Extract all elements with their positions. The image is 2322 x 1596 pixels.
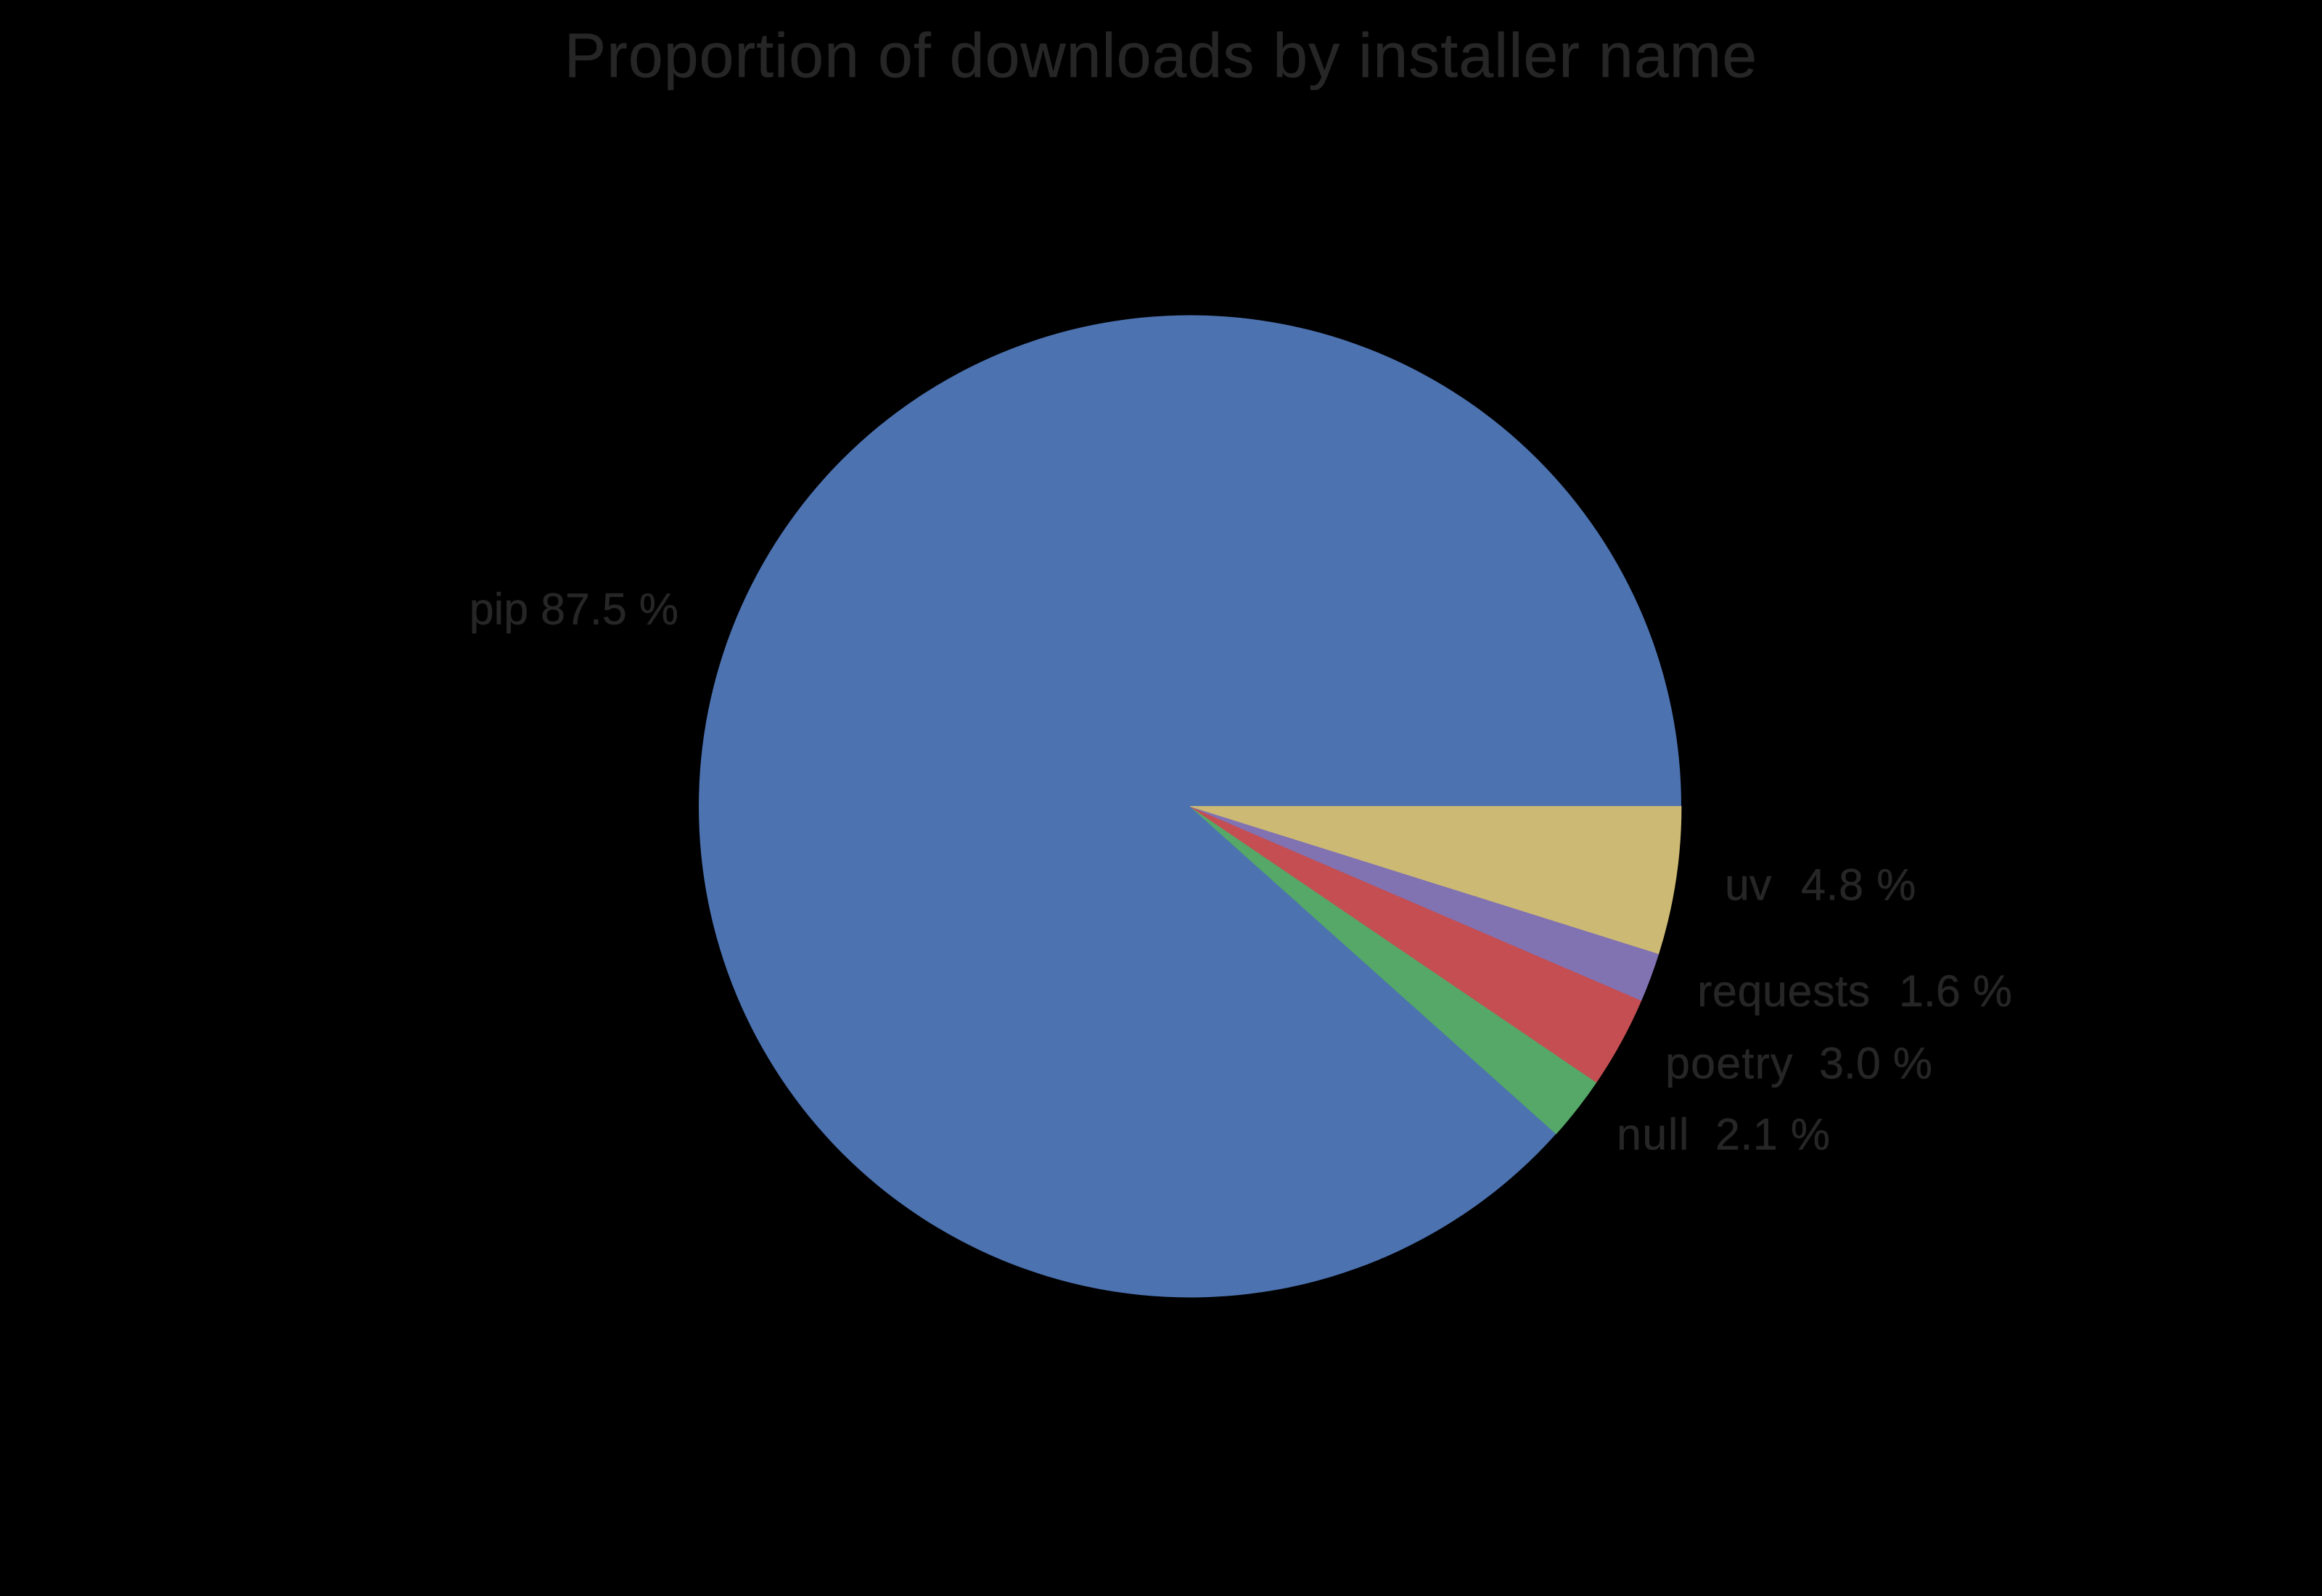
svg-text:pip 87.5 %: pip 87.5 % [469, 585, 678, 634]
svg-text:Proportion of downloads by ins: Proportion of downloads by installer nam… [565, 21, 1758, 91]
svg-text:uv4.8 %: uv 4.8 % [1725, 860, 1916, 910]
